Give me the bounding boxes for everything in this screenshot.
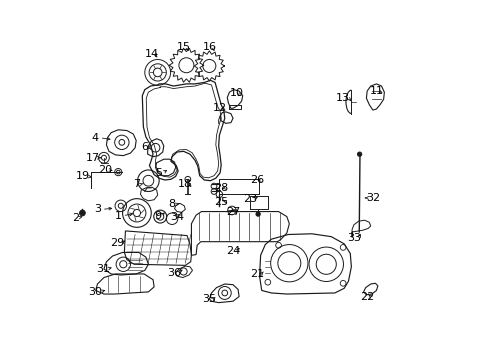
Text: 7: 7 (132, 179, 140, 189)
Text: 5: 5 (155, 168, 163, 178)
Text: 12: 12 (212, 103, 226, 113)
Text: 10: 10 (229, 88, 243, 98)
Text: 20: 20 (98, 165, 112, 175)
Text: 8: 8 (168, 199, 175, 210)
Circle shape (80, 210, 85, 216)
Text: 14: 14 (144, 49, 159, 59)
Text: 11: 11 (369, 86, 384, 96)
Text: 36: 36 (167, 267, 181, 278)
Text: 3: 3 (94, 204, 101, 215)
Text: 13: 13 (335, 93, 349, 103)
Text: 25: 25 (214, 197, 228, 207)
Text: 9: 9 (154, 211, 161, 221)
Text: 28: 28 (214, 183, 228, 193)
Text: 23: 23 (243, 194, 256, 204)
Text: 17: 17 (86, 153, 100, 163)
Text: 35: 35 (202, 294, 216, 304)
Text: 33: 33 (346, 233, 360, 243)
Text: 1: 1 (115, 211, 122, 221)
Text: 26: 26 (249, 175, 264, 185)
Text: 27: 27 (225, 207, 240, 217)
Circle shape (357, 152, 361, 156)
Text: 34: 34 (170, 212, 184, 221)
Text: 29: 29 (110, 238, 124, 248)
Text: 18: 18 (178, 179, 192, 189)
Text: 21: 21 (249, 269, 264, 279)
Text: 30: 30 (88, 287, 102, 297)
Text: 15: 15 (176, 42, 190, 52)
Text: 6: 6 (141, 142, 148, 152)
Circle shape (255, 212, 260, 216)
Text: 16: 16 (202, 42, 216, 52)
Text: 4: 4 (91, 133, 98, 143)
Text: 19: 19 (75, 171, 89, 181)
Text: 31: 31 (96, 264, 110, 274)
Text: 24: 24 (226, 246, 241, 256)
Text: 32: 32 (365, 193, 379, 203)
Text: 2: 2 (72, 213, 79, 222)
Text: 22: 22 (359, 292, 373, 302)
